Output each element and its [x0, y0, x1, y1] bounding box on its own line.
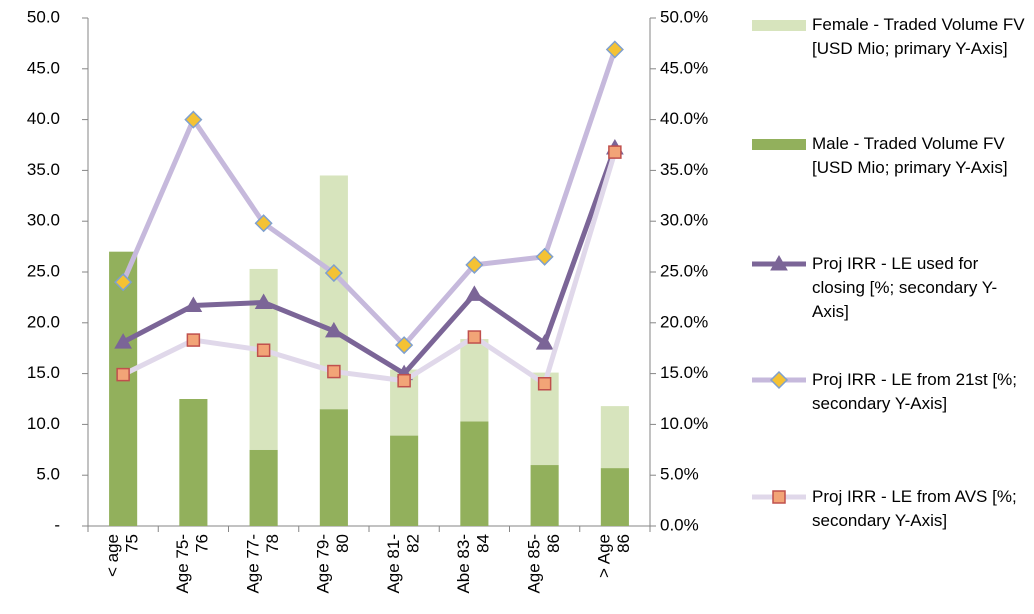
marker [324, 263, 343, 283]
legend-label: Proj IRR - LE from AVS [%; secondary Y-A… [812, 487, 1017, 530]
legend-swatch [752, 139, 806, 150]
bar [460, 339, 489, 422]
marker [535, 247, 554, 266]
bar [109, 251, 138, 526]
legend-label: Proj IRR - LE from 21st [%; secondary Y-… [812, 370, 1017, 413]
legend-marker [772, 490, 786, 504]
y-tick-label: 45.0 [27, 58, 60, 77]
line [122, 151, 618, 387]
x-tick-label: Age 81-82 [384, 534, 423, 594]
y-tick-label: 50.0 [27, 7, 60, 26]
legend-swatch [752, 20, 806, 31]
marker [186, 333, 201, 347]
y-tick-label: 40.0 [27, 109, 60, 128]
legend-marker [769, 370, 789, 390]
y-tick-label: 15.0 [27, 363, 60, 382]
y2-tick-label: 0.0% [660, 515, 699, 534]
marker [116, 367, 130, 382]
y2-tick-label: 35.0% [660, 160, 708, 179]
marker [327, 364, 341, 379]
marker [535, 334, 554, 350]
marker [254, 214, 273, 233]
y2-tick-label: 50.0% [660, 7, 708, 26]
bar [460, 421, 489, 526]
x-tick-label: Age 85-86 [525, 534, 564, 594]
y-tick-label: 20.0 [27, 312, 60, 331]
marker [184, 110, 203, 129]
marker [254, 293, 273, 309]
y2-tick-label: 5.0% [660, 465, 699, 484]
line [120, 48, 618, 348]
bar [600, 468, 629, 526]
marker [465, 255, 484, 274]
y-tick-label: 5.0 [36, 465, 60, 484]
y-tick-label: - [54, 515, 60, 534]
legend-label: Female - Traded Volume FV [USD Mio; prim… [812, 15, 1025, 58]
bar [600, 406, 629, 469]
y-tick-label: 25.0 [27, 261, 60, 280]
bar [179, 399, 208, 526]
legend-label: Proj IRR - LE used for closing [%; secon… [812, 254, 998, 321]
x-tick-label: Abe 83-84 [455, 534, 494, 594]
x-tick-label: Age 77-78 [244, 534, 283, 594]
y2-tick-label: 40.0% [660, 109, 708, 128]
x-tick-label: Age 75-76 [174, 534, 213, 594]
marker [397, 373, 411, 388]
bar [319, 409, 348, 526]
marker [467, 330, 482, 344]
x-tick-label: < age75 [103, 534, 142, 577]
bar [390, 435, 419, 526]
legend-label: Male - Traded Volume FV [USD Mio; primar… [812, 134, 1008, 177]
y2-tick-label: 10.0% [660, 414, 708, 433]
y2-tick-label: 25.0% [660, 261, 708, 280]
y2-tick-label: 30.0% [660, 211, 708, 230]
x-tick-label: > Age86 [595, 534, 634, 578]
y2-tick-label: 20.0% [660, 312, 708, 331]
x-tick-label: Age 79-80 [314, 534, 353, 594]
y-tick-label: 30.0 [27, 211, 60, 230]
marker [605, 40, 624, 59]
marker [114, 333, 132, 349]
bar [530, 465, 559, 526]
marker [465, 285, 484, 301]
line [121, 147, 618, 377]
marker [256, 343, 271, 357]
legend-marker [770, 254, 788, 271]
y2-tick-label: 45.0% [660, 58, 708, 77]
y2-tick-label: 15.0% [660, 363, 708, 382]
y-tick-label: 10.0 [27, 414, 60, 433]
bar [249, 449, 278, 526]
marker [184, 296, 203, 313]
marker [537, 377, 552, 391]
marker [325, 321, 343, 338]
marker [395, 336, 414, 355]
y-tick-label: 35.0 [27, 160, 60, 179]
marker [114, 273, 133, 292]
marker [608, 145, 622, 159]
